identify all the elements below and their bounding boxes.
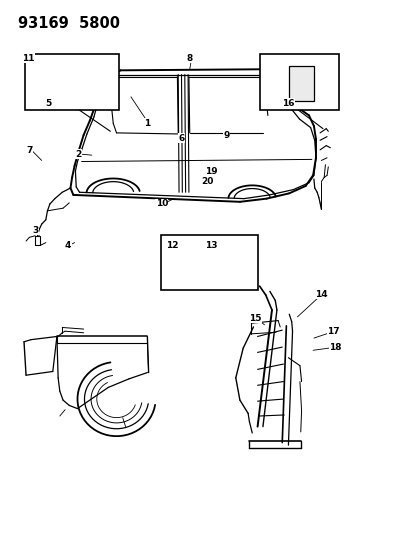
Text: 10: 10	[155, 199, 168, 208]
Text: 18: 18	[328, 343, 341, 352]
Bar	[206, 168, 213, 175]
Bar	[161, 235, 258, 290]
Text: 7: 7	[26, 147, 33, 156]
Text: 8: 8	[186, 54, 192, 62]
Text: 11: 11	[22, 54, 34, 62]
Text: 9: 9	[223, 131, 229, 140]
Text: 2: 2	[76, 150, 82, 159]
Bar	[289, 66, 313, 101]
Text: 4: 4	[65, 241, 71, 250]
Text: 1: 1	[144, 119, 150, 128]
Text: 13: 13	[204, 241, 217, 250]
Text: 5: 5	[45, 99, 52, 108]
Text: 12: 12	[165, 241, 178, 250]
Text: 15: 15	[249, 314, 261, 323]
Bar	[259, 54, 338, 110]
Bar	[25, 54, 118, 110]
Text: 6: 6	[178, 134, 184, 143]
Text: 19: 19	[204, 166, 217, 175]
Text: 16: 16	[282, 99, 294, 108]
Text: 20: 20	[201, 177, 214, 186]
Text: 3: 3	[32, 226, 38, 235]
Text: 14: 14	[314, 289, 327, 298]
Text: 93169  5800: 93169 5800	[18, 16, 119, 31]
Text: 17: 17	[327, 327, 339, 336]
